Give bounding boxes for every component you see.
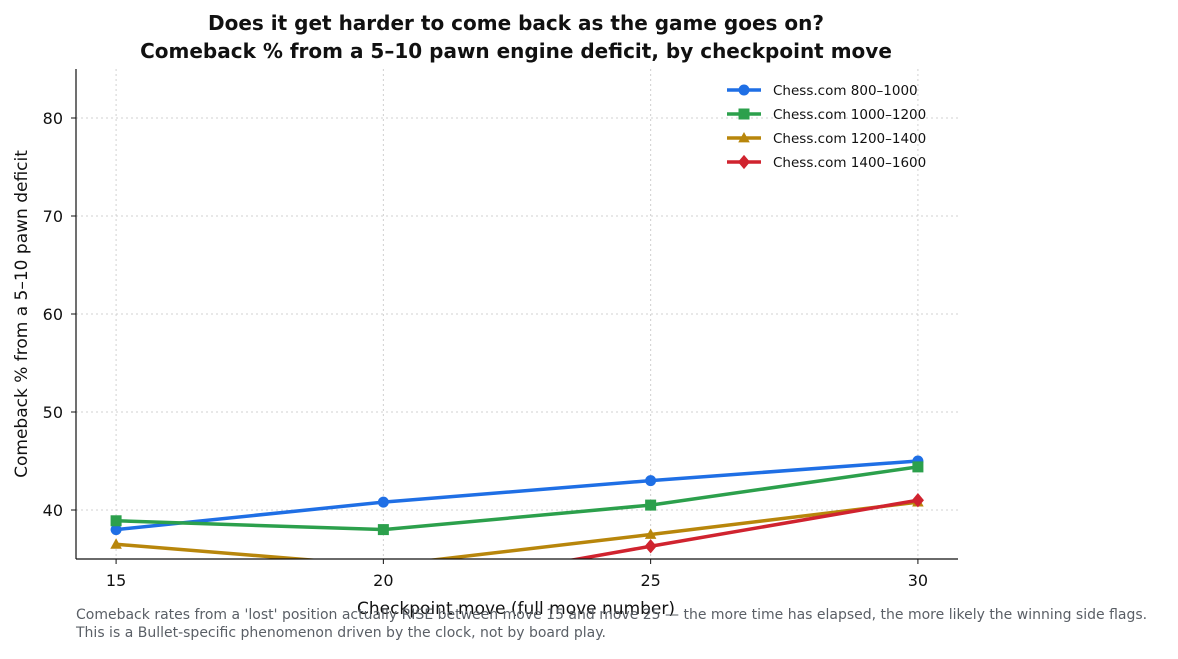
data-point <box>738 108 750 120</box>
x-tick-label: 20 <box>373 571 393 590</box>
series-4 <box>568 493 924 559</box>
series-line <box>114 459 920 532</box>
data-point <box>644 528 657 539</box>
legend-item: Chess.com 1000–1200 <box>727 107 926 123</box>
legend: Chess.com 800–1000 Chess.com 1000–1200 Che… <box>727 83 926 171</box>
legend-item: Chess.com 1400–1600 <box>727 154 926 171</box>
footnote-line1: Comeback rates from a 'lost' position ac… <box>76 607 1147 623</box>
data-point <box>644 539 657 554</box>
x-axis-label: Checkpoint move (full move number) <box>357 599 675 619</box>
legend-label: Chess.com 1400–1600 <box>773 155 926 171</box>
data-point <box>738 131 750 143</box>
series-layer <box>110 455 924 559</box>
y-tick-label: 80 <box>43 109 63 128</box>
legend-item: Chess.com 800–1000 <box>727 83 918 99</box>
legend-label: Chess.com 1000–1200 <box>773 107 926 123</box>
legend-label: Chess.com 1200–1400 <box>773 131 926 147</box>
series-1 <box>110 455 924 536</box>
data-point <box>911 493 924 508</box>
data-point <box>912 461 924 473</box>
y-axis-label: Comeback % from a 5–10 pawn deficit <box>12 150 32 478</box>
data-point <box>645 475 657 487</box>
y-tick-label: 60 <box>43 305 63 324</box>
series-line <box>114 465 920 532</box>
footnote-line2: This is a Bullet-specific phenomenon dri… <box>75 625 606 641</box>
grid <box>76 69 958 559</box>
ticks: 15 20 25 30 40 50 60 70 80 <box>43 109 928 590</box>
y-tick-label: 70 <box>43 207 63 226</box>
data-point <box>110 515 122 527</box>
x-tick-label: 30 <box>908 571 928 590</box>
series-2 <box>110 461 924 536</box>
x-tick-label: 25 <box>640 571 660 590</box>
chart-title-line1: Does it get harder to come back as the g… <box>208 11 824 35</box>
data-point <box>737 154 751 170</box>
series-line <box>568 498 920 559</box>
data-point <box>645 499 657 511</box>
y-tick-label: 40 <box>43 501 63 520</box>
chart-title-line2: Comeback % from a 5–10 pawn engine defic… <box>140 39 892 63</box>
series-line <box>114 500 920 559</box>
data-point <box>377 524 389 536</box>
legend-item: Chess.com 1200–1400 <box>727 131 926 147</box>
data-point <box>110 538 122 549</box>
data-point <box>110 524 122 536</box>
x-tick-label: 15 <box>106 571 126 590</box>
y-tick-label: 50 <box>43 403 63 422</box>
data-point <box>738 84 750 96</box>
legend-label: Chess.com 800–1000 <box>773 83 918 99</box>
data-point <box>377 496 389 508</box>
